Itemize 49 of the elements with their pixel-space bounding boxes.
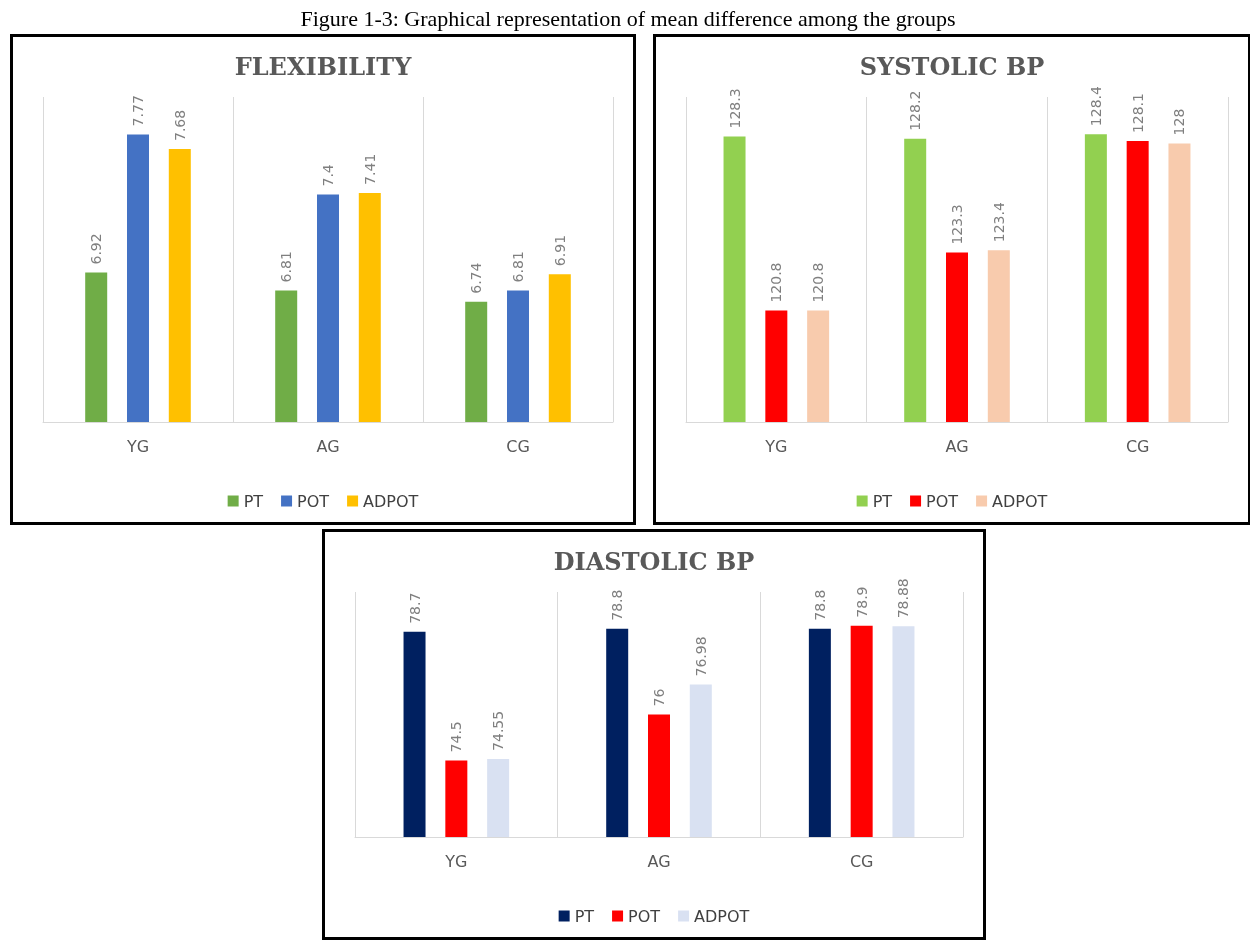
data-label: 120.8	[768, 262, 785, 303]
data-label: 120.8	[810, 262, 827, 303]
legend-label: POT	[628, 906, 661, 926]
data-label: 76	[651, 688, 667, 707]
data-label: 6.81	[510, 251, 526, 283]
legend-label: PT	[872, 491, 893, 511]
caption: Figure 1-3: Graphical representation of mean difference among the groups	[299, 6, 957, 31]
data-label: 128.2	[907, 90, 924, 131]
data-label: 123.4	[990, 202, 1007, 243]
legend-label: PT	[574, 906, 595, 926]
x-tick-label: AG	[945, 436, 969, 456]
x-tick-label: YG	[444, 851, 468, 871]
data-label: 6.92	[88, 233, 105, 265]
chart-title: DIASTOLIC BP	[553, 546, 755, 576]
data-label: 74.5	[448, 721, 465, 753]
x-tick-label: AG	[647, 851, 671, 871]
data-label: 7.77	[130, 95, 146, 127]
data-label: 123.3	[949, 204, 965, 245]
data-label: 78.9	[853, 586, 870, 618]
legend-label: POT	[926, 491, 959, 511]
legend-label: ADPOT	[992, 491, 1048, 511]
chart-title: FLEXIBILITY	[234, 51, 413, 81]
data-label: 6.91	[551, 234, 568, 267]
data-label: 78.8	[609, 589, 626, 621]
x-tick-label: CG	[1125, 436, 1150, 456]
x-tick-label: YG	[764, 436, 788, 456]
x-tick-label: YG	[125, 436, 150, 456]
legend-label: ADPOT	[694, 906, 750, 926]
data-label: 74.55	[490, 710, 507, 751]
data-label: 128.1	[1129, 93, 1146, 134]
data-label: 6.81	[278, 251, 295, 283]
legend-label: POT	[297, 491, 330, 511]
data-label: 76.98	[692, 636, 709, 677]
x-tick-label: AG	[316, 436, 340, 456]
data-label: 78.8	[811, 589, 828, 621]
data-label: 7.4	[320, 164, 336, 187]
data-label: 128	[1171, 108, 1188, 136]
data-label: 6.74	[468, 262, 485, 294]
chart-title: SYSTOLIC BP	[859, 51, 1045, 81]
data-label: 78.88	[895, 578, 912, 619]
x-tick-label: CG	[849, 851, 874, 871]
data-label: 7.41	[361, 153, 378, 185]
data-label: 128.4	[1087, 85, 1104, 127]
legend-label: ADPOT	[363, 491, 419, 511]
data-label: 78.7	[406, 592, 423, 624]
legend-label: PT	[243, 491, 264, 511]
data-label: 7.68	[171, 109, 188, 141]
data-label: 128.3	[726, 88, 743, 129]
x-tick-label: CG	[506, 436, 530, 456]
